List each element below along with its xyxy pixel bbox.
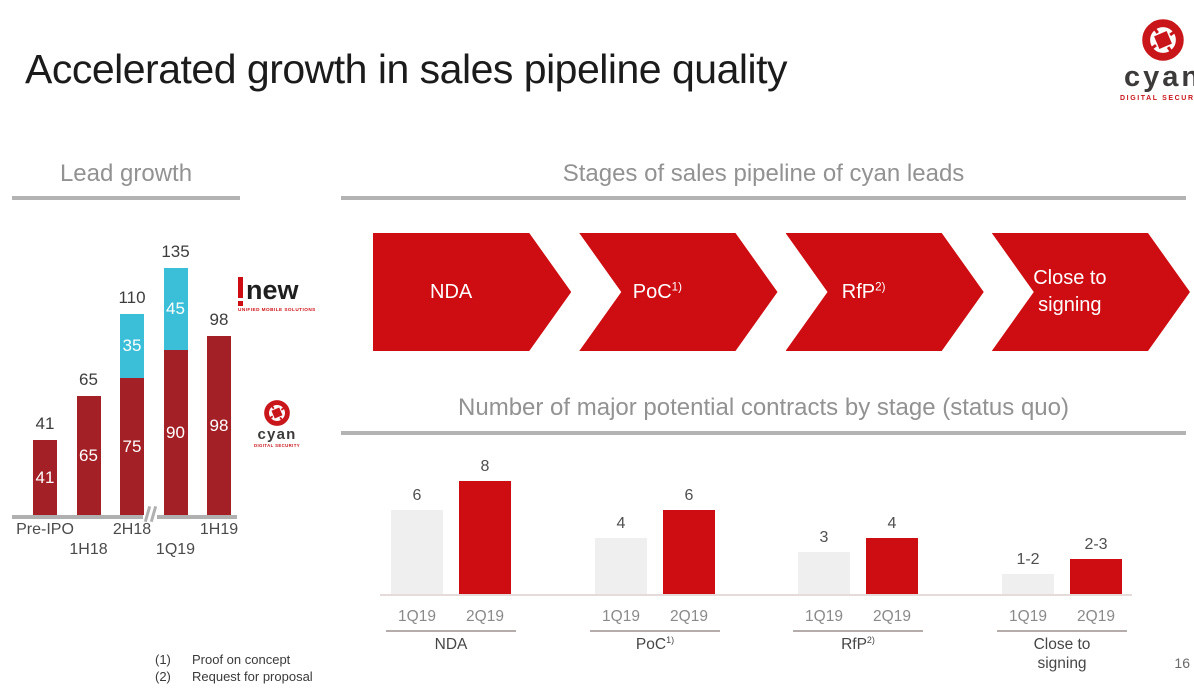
mini-period-label: 1Q19 xyxy=(602,608,640,625)
footnote-1: (1) Proof on concept xyxy=(155,651,313,668)
pipeline-rule xyxy=(341,196,1186,200)
cyan-logo: cyan DIGITAL SECURITY xyxy=(1120,19,1194,102)
mini-bar-value: 3 xyxy=(819,529,829,546)
footnote-2: (2) Request for proposal xyxy=(155,668,313,685)
lead-chart-axis xyxy=(12,515,237,519)
page-title: Accelerated growth in sales pipeline qua… xyxy=(25,46,788,92)
lead-x-axis-label: 2H18 xyxy=(112,521,152,538)
mini-period-label: 1Q19 xyxy=(1009,608,1047,625)
mini-group-underline xyxy=(997,630,1127,632)
mini-bar-1Q19 xyxy=(595,538,647,595)
lead-x-axis-label: 1H19 xyxy=(199,521,239,538)
lead-x-axis-label: Pre-IPO xyxy=(16,521,74,538)
cyan-logo-tagline: DIGITAL SECURITY xyxy=(1120,95,1194,102)
mini-period-label: 1Q19 xyxy=(805,608,843,625)
footnote-2-number: (2) xyxy=(155,669,171,684)
lead-growth-heading: Lead growth xyxy=(59,160,193,187)
lead-bar-value: 65 xyxy=(79,445,98,465)
lead-bar-segment-cyan xyxy=(163,268,188,350)
mini-bar-2Q19 xyxy=(663,510,715,595)
mini-group-underline xyxy=(386,630,516,632)
lead-bar-value: 35 xyxy=(122,336,142,355)
pipeline-stage-label: RfP2) xyxy=(841,279,886,303)
mini-group-name: RfP2) xyxy=(841,634,875,653)
inew-logo-i-mark xyxy=(238,277,243,306)
footnote-1-text: Proof on concept xyxy=(192,652,291,667)
mini-period-label: 2Q19 xyxy=(873,608,911,625)
cyan-logo-icon xyxy=(264,400,290,426)
contracts-heading: Number of major potential contracts by s… xyxy=(458,394,1069,421)
inew-logo: new UNIFIED MOBILE SOLUTIONS xyxy=(238,275,316,313)
lead-x-axis-label: 1H18 xyxy=(69,541,108,558)
mini-group-underline xyxy=(590,630,720,632)
pipeline-stage-label: NDA xyxy=(430,280,473,303)
mini-group-name: NDA xyxy=(434,636,468,653)
mini-bar-value: 2-3 xyxy=(1084,536,1108,553)
mini-charts-baseline xyxy=(380,594,1132,596)
mini-bar-value: 8 xyxy=(480,458,490,475)
cyan-logo-small: cyan DIGITAL SECURITY xyxy=(253,400,301,448)
lead-bar-segment-red xyxy=(207,336,231,515)
mini-bar-1Q19 xyxy=(391,510,443,595)
lead-bar-total: 110 xyxy=(118,288,146,307)
lead-bar-value: 75 xyxy=(122,436,142,456)
lead-bar-value: 45 xyxy=(166,299,185,318)
cyan-logo-wordmark: cyan xyxy=(1123,61,1194,93)
mini-period-label: 1Q19 xyxy=(398,608,436,625)
lead-bar-total: 98 xyxy=(209,310,229,329)
lead-bar-segment-cyan xyxy=(120,314,144,378)
cyan-logo-small-tagline: DIGITAL SECURITY xyxy=(253,443,301,448)
footnotes: (1) Proof on concept (2) Request for propo… xyxy=(155,651,313,685)
mini-period-label: 2Q19 xyxy=(466,608,504,625)
mini-bar-value: 4 xyxy=(887,515,897,532)
mini-bar-2Q19 xyxy=(866,538,918,595)
cyan-logo-icon xyxy=(1142,19,1184,61)
mini-bar-2Q19 xyxy=(459,481,511,595)
lead-bar-segment-red xyxy=(163,350,188,515)
mini-bar-1Q19 xyxy=(1002,574,1054,595)
lead-bar-value: 98 xyxy=(209,415,229,435)
cyan-logo-small-wordmark: cyan xyxy=(257,426,297,443)
pipeline-stage-1: NDA xyxy=(373,233,571,351)
mini-group-name: Close to signing xyxy=(1033,636,1091,672)
pipeline-heading: Stages of sales pipeline of cyan leads xyxy=(562,160,965,187)
mini-group-name: PoC1) xyxy=(635,634,675,653)
lead-bar-total: 65 xyxy=(79,370,98,389)
mini-bar-value: 6 xyxy=(684,487,694,504)
mini-period-label: 2Q19 xyxy=(670,608,708,625)
mini-bar-value: 4 xyxy=(616,515,626,532)
mini-bar-1Q19 xyxy=(798,552,850,595)
inew-logo-wordmark: new xyxy=(246,275,299,305)
lead-bar-total: 135 xyxy=(161,242,190,261)
inew-logo-tagline: UNIFIED MOBILE SOLUTIONS xyxy=(238,307,316,312)
pipeline-stage-4: Close to signing xyxy=(992,233,1190,351)
mini-period-label: 2Q19 xyxy=(1077,608,1115,625)
lead-bar-total: 41 xyxy=(35,414,55,433)
lead-bar-segment-red xyxy=(33,440,57,515)
lead-bar-segment-red xyxy=(76,396,101,515)
lead-bar-value: 41 xyxy=(35,467,55,487)
lead-bar-value: 90 xyxy=(166,422,185,442)
lead-bar-segment-red xyxy=(120,378,144,515)
mini-bar-2Q19 xyxy=(1070,559,1122,595)
mini-bar-value: 1-2 xyxy=(1016,551,1040,568)
lead-growth-rule xyxy=(12,196,240,200)
lead-x-axis-label: 1Q19 xyxy=(155,541,196,558)
footnote-1-number: (1) xyxy=(155,652,171,667)
pipeline-stage-label: PoC1) xyxy=(632,279,682,303)
contracts-rule xyxy=(341,431,1186,435)
mini-bar-value: 6 xyxy=(412,487,422,504)
mini-group-underline xyxy=(793,630,923,632)
page-number: 16 xyxy=(1174,655,1190,671)
pipeline-stages: NDA PoC1) RfP2) Close to signing xyxy=(373,233,1190,351)
pipeline-stage-label: Close to signing xyxy=(1033,267,1107,316)
footnote-2-text: Request for proposal xyxy=(192,669,313,684)
